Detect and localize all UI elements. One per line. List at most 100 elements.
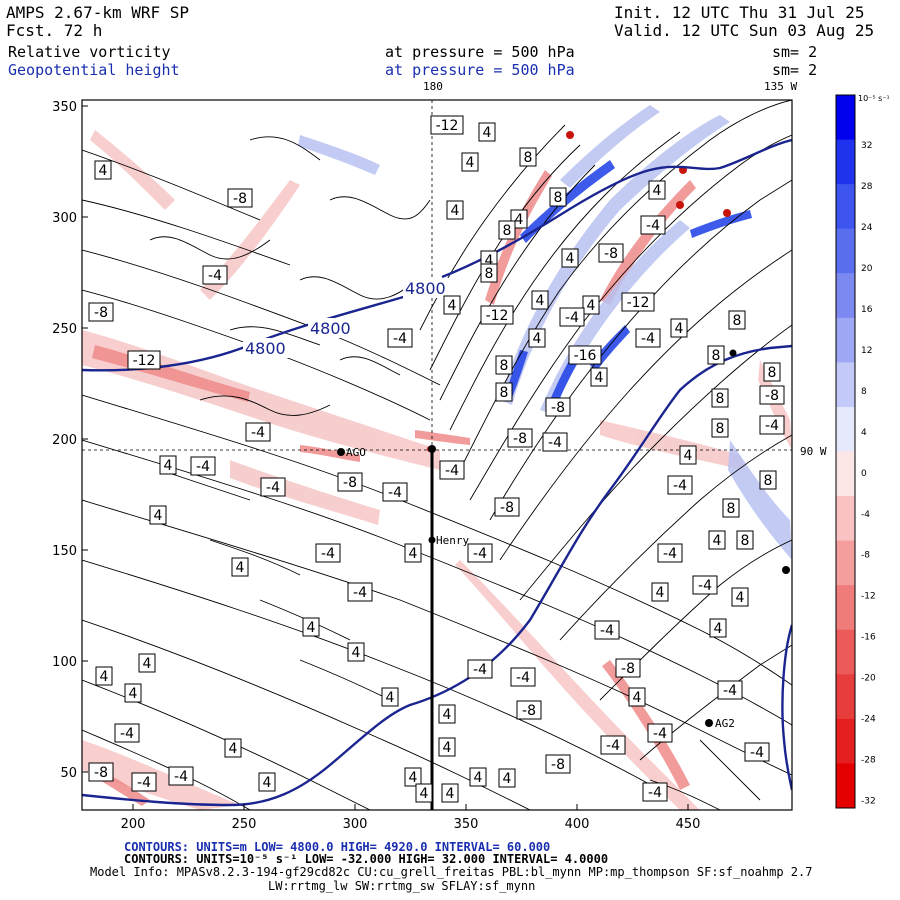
vorticity-label: -16 (568, 345, 602, 365)
vorticity-label-text: 4 (485, 253, 494, 269)
vorticity-label: 8 (759, 470, 777, 490)
vorticity-label-text: -4 (321, 546, 335, 562)
vorticity-label: -4 (168, 766, 194, 786)
x-tick-label: 400 (565, 817, 590, 832)
strong-negative-vorticity (92, 170, 696, 806)
vorticity-label-text: 8 (524, 150, 533, 166)
vorticity-label: -4 (640, 215, 666, 235)
model-title: AMPS 2.67-km WRF SP (6, 3, 190, 22)
vorticity-label: -4 (594, 620, 620, 640)
vorticity-label-text: 4 (443, 740, 452, 756)
vorticity-label: 4 (347, 642, 365, 662)
vorticity-label: -4 (114, 723, 140, 743)
vorticity-contour-info: CONTOURS: UNITS=10⁻⁵ s⁻¹ LOW= -32.000 HI… (124, 852, 609, 866)
vorticity-label: 4 (224, 738, 242, 758)
vorticity-label-text: 4 (466, 155, 475, 171)
vorticity-label: 8 (763, 362, 781, 382)
vorticity-label: 4 (404, 767, 422, 787)
y-tick-label: 200 (52, 433, 77, 448)
vorticity-label-text: 8 (554, 190, 563, 206)
colorbar-label: 32 (861, 141, 872, 151)
colorbar-label: 8 (861, 387, 867, 397)
vorticity-label: -4 (559, 307, 585, 327)
vorticity-label-text: -4 (473, 546, 487, 562)
y-tick-label: 100 (52, 655, 77, 670)
vorticity-label: -12 (621, 292, 655, 312)
vorticity-label: 4 (94, 160, 112, 180)
vorticity-label-text: -12 (627, 295, 650, 311)
vorticity-label: 4 (441, 783, 459, 803)
vorticity-label-text: 4 (229, 741, 238, 757)
colorbar-label: 28 (861, 182, 873, 192)
x-tick-label: 450 (676, 817, 701, 832)
station-dot-north (729, 349, 737, 357)
vorticity-label-text: -4 (174, 769, 188, 785)
vorticity-label-text: 4 (566, 251, 575, 267)
vorticity-label-text: 4 (684, 448, 693, 464)
station-label-ago: AGO (346, 446, 366, 459)
vorticity-label-text: -4 (600, 623, 614, 639)
station-dot-ago (337, 448, 345, 456)
vorticity-label-text: 4 (448, 298, 457, 314)
station-markers (337, 349, 790, 727)
vorticity-label: 4 (679, 445, 697, 465)
height-contour-info: CONTOURS: UNITS=m LOW= 4800.0 HIGH= 4920… (124, 840, 551, 854)
vorticity-label: 4 (159, 455, 177, 475)
vorticity-label-text: 4 (446, 786, 455, 802)
x-tick-label: 350 (454, 817, 479, 832)
colorbar-label: 12 (861, 346, 872, 356)
vorticity-label-text: -4 (663, 546, 677, 562)
vorticity-label: 8 (711, 388, 729, 408)
vorticity-label-text: 4 (263, 775, 272, 791)
vorticity-label-text: -4 (548, 435, 562, 451)
vorticity-label-text: -4 (606, 738, 620, 754)
vorticity-label: 4 (124, 683, 142, 703)
colorbar-label: 4 (861, 428, 867, 438)
vorticity-label: 4 (590, 367, 608, 387)
vorticity-label: 4 (381, 687, 399, 707)
vorticity-label: 4 (478, 122, 496, 142)
height-label: 4800 (405, 279, 446, 298)
vorticity-label: 8 (495, 382, 513, 402)
vorticity-label: -4 (667, 475, 693, 495)
vorticity-label: 8 (728, 310, 746, 330)
meridian-lines (82, 100, 792, 810)
y-tick-label: 350 (52, 100, 77, 115)
y-tick-label: 300 (52, 211, 77, 226)
vorticity-label-text: -8 (604, 246, 618, 262)
vorticity-label: -4 (245, 422, 271, 442)
vorticity-label-text: 4 (483, 125, 492, 141)
vorticity-label: 4 (231, 557, 249, 577)
vorticity-label: -8 (545, 754, 571, 774)
vorticity-label: 4 (628, 687, 646, 707)
top-label-135w: 135 W (764, 80, 797, 93)
vorticity-label-text: -12 (486, 308, 509, 324)
vorticity-label: -8 (516, 700, 542, 720)
vorticity-label-text: 4 (99, 163, 108, 179)
vorticity-label: -12 (127, 350, 161, 370)
vorticity-label-text: -4 (516, 670, 530, 686)
vorticity-label-text: -4 (445, 463, 459, 479)
vorticity-label: 4 (461, 152, 479, 172)
vorticity-label: -4 (439, 460, 465, 480)
station-label-henry: Henry (436, 534, 469, 547)
vorticity-label: 4 (149, 505, 167, 525)
vorticity-label-text: -4 (673, 478, 687, 494)
vorticity-label-text: 4 (129, 686, 138, 702)
vorticity-label-text: 4 (536, 293, 545, 309)
colorbar-label: -12 (861, 592, 876, 602)
vorticity-label-text: 8 (485, 266, 494, 282)
vorticity-label: -8 (759, 385, 785, 405)
vorticity-label: 8 (707, 345, 725, 365)
vorticity-label-text: -4 (698, 578, 712, 594)
station-dot-pole (428, 445, 436, 453)
station-dot-edge (782, 566, 790, 574)
vorticity-label: -4 (260, 477, 286, 497)
vorticity-label-text: 4 (307, 620, 316, 636)
vorticity-label-text: -4 (473, 662, 487, 678)
height-label: 4800 (245, 339, 286, 358)
vorticity-label-text: 4 (443, 707, 452, 723)
vorticity-label: -4 (131, 772, 157, 792)
vorticity-label-text: 4 (656, 585, 665, 601)
